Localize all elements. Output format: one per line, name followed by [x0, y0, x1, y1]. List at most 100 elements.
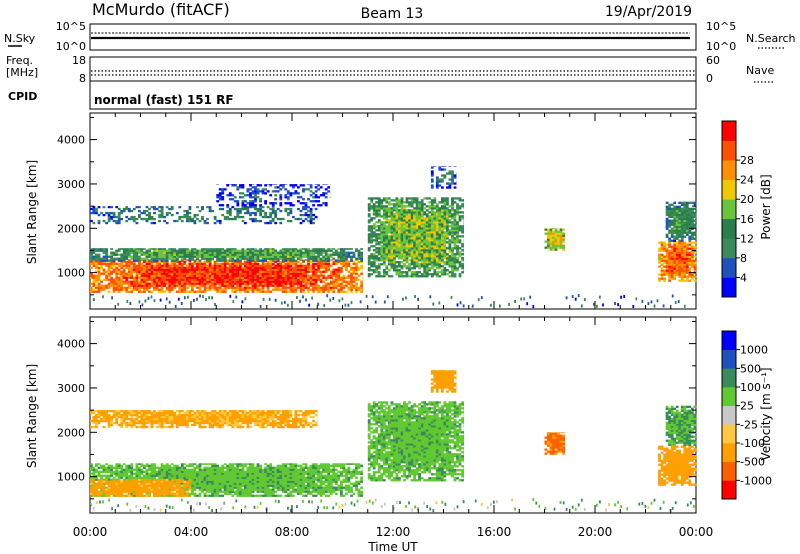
data-cell: [286, 264, 290, 267]
data-cell: [453, 261, 457, 264]
data-cell: [168, 253, 172, 256]
scatter-cell: [602, 303, 604, 307]
data-cell: [428, 261, 432, 264]
data-cell: [393, 213, 396, 216]
data-cell: [130, 260, 134, 263]
data-cell: [367, 221, 371, 224]
data-cell: [208, 255, 212, 258]
scatter-cell: [368, 499, 371, 503]
data-cell: [266, 260, 270, 263]
data-cell: [130, 276, 134, 279]
data-cell: [218, 249, 222, 252]
data-cell: [284, 202, 288, 205]
data-cell: [448, 178, 452, 181]
data-cell: [658, 257, 661, 260]
data-cell: [360, 266, 363, 269]
data-cell: [370, 269, 374, 272]
data-cell: [385, 227, 389, 230]
data-cell: [660, 263, 664, 266]
data-cell: [92, 288, 96, 291]
data-cell: [168, 278, 172, 281]
data-cell: [691, 209, 694, 212]
data-cell: [294, 262, 298, 265]
data-cell: [443, 219, 447, 222]
data-cell: [448, 166, 452, 167]
scatter-cell: [244, 297, 247, 301]
data-cell: [261, 276, 265, 279]
data-cell: [239, 253, 242, 256]
data-cell: [148, 213, 151, 217]
data-cell: [337, 257, 341, 260]
data-cell: [259, 259, 262, 262]
data-cell: [395, 227, 399, 230]
data-cell: [675, 227, 679, 230]
data-cell: [398, 257, 401, 260]
scatter-cell: [656, 299, 659, 303]
data-cell: [125, 276, 129, 279]
data-cell: [97, 290, 101, 293]
data-cell: [158, 206, 161, 209]
data-cell: [691, 257, 694, 260]
data-cell: [355, 259, 358, 261]
data-cell: [302, 274, 305, 277]
data-cell: [425, 263, 429, 266]
data-cell: [292, 186, 295, 189]
data-cell: [218, 196, 222, 199]
data-cell: [451, 259, 454, 262]
data-cell: [158, 215, 161, 219]
data-cell: [360, 253, 363, 256]
data-cell: [395, 273, 399, 276]
colorbar-frame: [721, 120, 737, 298]
data-cell: [223, 251, 227, 254]
data-cell: [418, 263, 421, 266]
data-cell: [256, 262, 260, 265]
scatter-cell: [408, 501, 410, 505]
data-cell: [188, 282, 192, 285]
data-cell: [443, 271, 447, 274]
data-cell: [380, 249, 384, 252]
scatter-cell: [99, 500, 101, 504]
data-cell: [155, 272, 159, 275]
data-cell: [430, 231, 434, 234]
data-cell: [112, 290, 116, 293]
data-cell: [430, 247, 434, 250]
data-cell: [663, 273, 666, 276]
data-cell: [160, 253, 164, 256]
data-cell: [284, 249, 288, 252]
data-cell: [693, 267, 697, 270]
data-cell: [547, 230, 550, 233]
data-cell: [246, 257, 250, 260]
data-cell: [269, 255, 273, 258]
data-cell: [135, 248, 139, 250]
data-cell: [372, 257, 376, 260]
data-cell: [241, 257, 245, 260]
data-cell: [456, 251, 459, 254]
data-cell: [191, 259, 194, 261]
data-cell: [398, 213, 401, 216]
data-cell: [665, 269, 669, 272]
data-cell: [281, 253, 285, 256]
data-cell: [317, 196, 320, 199]
data-cell: [691, 221, 694, 224]
data-cell: [132, 276, 136, 279]
data-cell: [110, 217, 113, 221]
data-cell: [239, 268, 242, 271]
data-cell: [259, 290, 262, 293]
data-cell: [168, 270, 172, 273]
data-cell: [393, 237, 396, 240]
scatter-cell: [671, 294, 674, 298]
data-cell: [148, 282, 151, 285]
data-cell: [415, 235, 419, 238]
data-cell: [446, 219, 449, 222]
data-cell: [380, 207, 384, 210]
data-cell: [377, 211, 381, 214]
data-cell: [683, 265, 687, 268]
data-cell: [112, 280, 116, 283]
data-cell: [443, 261, 447, 264]
data-cell: [357, 253, 361, 256]
data-cell: [435, 205, 439, 208]
data-cell: [292, 282, 295, 285]
scatter-cell: [93, 506, 95, 510]
data-cell: [107, 466, 111, 469]
